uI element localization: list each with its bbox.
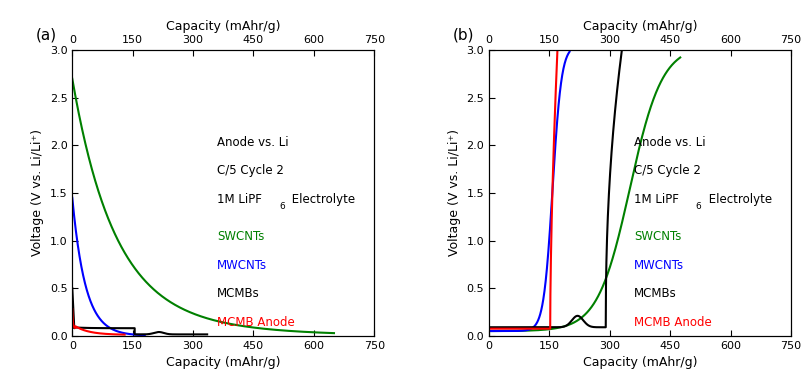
Text: 1M LiPF: 1M LiPF [217, 193, 261, 206]
X-axis label: Capacity (mAhr/g): Capacity (mAhr/g) [582, 20, 696, 33]
Text: MCMBs: MCMBs [633, 287, 676, 300]
Y-axis label: Voltage (V vs. Li/Li⁺): Voltage (V vs. Li/Li⁺) [31, 129, 44, 257]
X-axis label: Capacity (mAhr/g): Capacity (mAhr/g) [166, 20, 280, 33]
Text: 6: 6 [695, 201, 701, 211]
Text: SWCNTs: SWCNTs [217, 230, 265, 243]
Text: C/5 Cycle 2: C/5 Cycle 2 [217, 164, 284, 178]
Text: SWCNTs: SWCNTs [633, 230, 680, 243]
Text: Electrolyte: Electrolyte [288, 193, 354, 206]
Y-axis label: Voltage (V vs. Li/Li⁺): Voltage (V vs. Li/Li⁺) [448, 129, 460, 257]
Text: Anode vs. Li: Anode vs. Li [633, 136, 705, 149]
Text: C/5 Cycle 2: C/5 Cycle 2 [633, 164, 700, 178]
Text: (b): (b) [452, 27, 474, 42]
Text: (a): (a) [36, 27, 57, 42]
Text: MWCNTs: MWCNTs [217, 259, 267, 272]
Text: MCMB Anode: MCMB Anode [217, 316, 294, 329]
Text: MWCNTs: MWCNTs [633, 259, 683, 272]
X-axis label: Capacity (mAhr/g): Capacity (mAhr/g) [582, 356, 696, 369]
Text: Electrolyte: Electrolyte [704, 193, 771, 206]
Text: 1M LiPF: 1M LiPF [633, 193, 678, 206]
Text: 6: 6 [279, 201, 285, 211]
Text: MCMB Anode: MCMB Anode [633, 316, 711, 329]
Text: MCMBs: MCMBs [217, 287, 260, 300]
X-axis label: Capacity (mAhr/g): Capacity (mAhr/g) [166, 356, 280, 369]
Text: Anode vs. Li: Anode vs. Li [217, 136, 289, 149]
